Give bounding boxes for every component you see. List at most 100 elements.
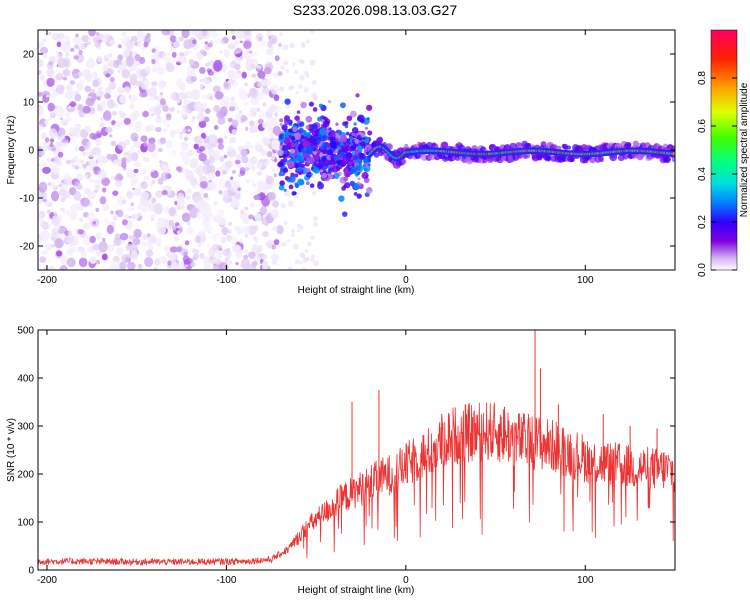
spectrogram-cell	[278, 160, 285, 167]
spectrogram-cell	[339, 134, 348, 143]
spectrogram-cell	[147, 233, 151, 238]
spectrogram-cell	[253, 255, 261, 262]
spectrogram-cell	[305, 181, 310, 186]
spectrogram-cell	[55, 51, 59, 55]
spectrogram-cell	[50, 93, 57, 100]
spectrogram-cell	[142, 77, 147, 81]
spectrogram-cell	[261, 138, 271, 146]
spectrogram-cell	[566, 145, 572, 150]
spectrogram-cell	[56, 41, 62, 47]
spectrogram-cell	[84, 125, 92, 133]
spectrogram-cell	[313, 222, 318, 227]
spectrogram-cell	[143, 175, 149, 181]
spectrogram-cell	[133, 168, 139, 174]
spectrogram-cell	[256, 161, 263, 170]
spectrogram-cell	[317, 136, 321, 140]
spectrogram-cell	[221, 248, 231, 257]
spectrogram-cell	[262, 254, 267, 260]
spectrogram-cell	[300, 60, 305, 64]
spectrogram-cell	[173, 235, 179, 242]
spectrogram-cell	[214, 91, 224, 100]
spectrogram-cell	[190, 76, 198, 82]
spectrogram-cell	[350, 142, 354, 146]
spectrogram-cell	[143, 141, 148, 147]
spectrogram-cell	[273, 173, 277, 178]
spectrogram-cell	[47, 202, 53, 208]
spectrogram-cell	[336, 141, 340, 146]
spectrogram-cell	[121, 157, 127, 163]
spectrogram-xtick-label: -100	[216, 275, 236, 286]
spectrogram-cell	[196, 136, 203, 142]
spectrogram-cell	[128, 215, 132, 219]
spectrogram-cell	[183, 136, 189, 142]
spectrogram-cell	[294, 161, 298, 166]
spectrogram-cell	[144, 65, 151, 74]
spectrogram-cell	[230, 198, 240, 210]
spectrogram-cell	[151, 179, 156, 185]
spectrogram-cell	[330, 132, 336, 138]
spectrogram-cell	[38, 181, 48, 193]
spectrogram-cell	[141, 46, 146, 51]
spectrogram-cell	[283, 150, 288, 154]
spectrogram-cell	[72, 72, 80, 79]
spectrogram-cell	[306, 145, 314, 153]
spectrogram-cell	[239, 167, 246, 175]
spectrogram-cell	[169, 92, 177, 101]
spectrogram-cell	[78, 257, 88, 268]
spectrogram-cell	[111, 111, 117, 116]
spectrogram-cell	[280, 203, 286, 209]
spectrogram-cell	[132, 110, 139, 119]
spectrogram-cell	[241, 258, 251, 270]
spectrogram-cell	[181, 127, 187, 134]
spectrogram-cell	[106, 99, 115, 109]
spectrogram-cell	[265, 175, 275, 185]
spectrogram-cell	[84, 174, 89, 179]
snr-ytick-label: 0	[28, 566, 34, 577]
spectrogram-cell	[360, 132, 366, 138]
spectrogram-cell	[234, 63, 241, 71]
spectrogram-cell	[161, 51, 171, 62]
spectrogram-cell	[278, 42, 283, 48]
spectrogram-cell	[342, 211, 348, 217]
spectrogram-cell	[150, 151, 158, 158]
spectrogram-cell	[57, 142, 63, 148]
spectrogram-cell	[77, 233, 82, 238]
spectrogram-cell	[291, 191, 296, 196]
spectrogram-cell	[135, 80, 144, 87]
spectrogram-cell	[89, 132, 97, 140]
spectrogram-cell	[61, 35, 71, 46]
spectrogram-cell	[106, 53, 112, 59]
spectrogram-cell	[101, 253, 108, 261]
spectrogram-cell	[296, 110, 301, 114]
spectrogram-cell	[220, 236, 226, 244]
spectrogram-cell	[271, 155, 276, 161]
spectrogram-cell	[150, 170, 159, 179]
spectrogram-cell	[38, 200, 43, 205]
spectrogram-cell	[283, 137, 291, 145]
spectrogram-cell	[213, 104, 221, 113]
spectrogram-ylabel: Frequency (Hz)	[6, 116, 17, 185]
spectrogram-cell	[48, 31, 52, 35]
spectrogram-cell	[107, 61, 114, 67]
spectrogram-cell	[60, 196, 66, 203]
spectrogram-cell	[216, 244, 222, 250]
spectrogram-cell	[50, 183, 57, 189]
spectrogram-cell	[69, 80, 76, 86]
spectrogram-cell	[259, 206, 267, 216]
spectrogram-cell	[102, 203, 110, 212]
spectrogram-cell	[344, 182, 351, 189]
spectrogram-cell	[199, 180, 209, 189]
spectrogram-cell	[333, 172, 340, 180]
spectrogram-cell	[174, 212, 179, 217]
spectrogram-ytick-label: -10	[20, 194, 35, 205]
spectrogram-cell	[238, 249, 244, 254]
spectrogram-cell	[169, 106, 175, 113]
spectrogram-ytick-label: 10	[23, 98, 35, 109]
spectrogram-cell	[202, 102, 208, 108]
spectrogram-cell	[66, 257, 76, 268]
spectrogram-cell	[229, 235, 238, 245]
spectrogram-cell	[250, 63, 256, 70]
spectrogram-cell	[123, 41, 127, 46]
snr-axes: -200 -100 0 100 0 100 200 300 400 500	[17, 326, 675, 586]
